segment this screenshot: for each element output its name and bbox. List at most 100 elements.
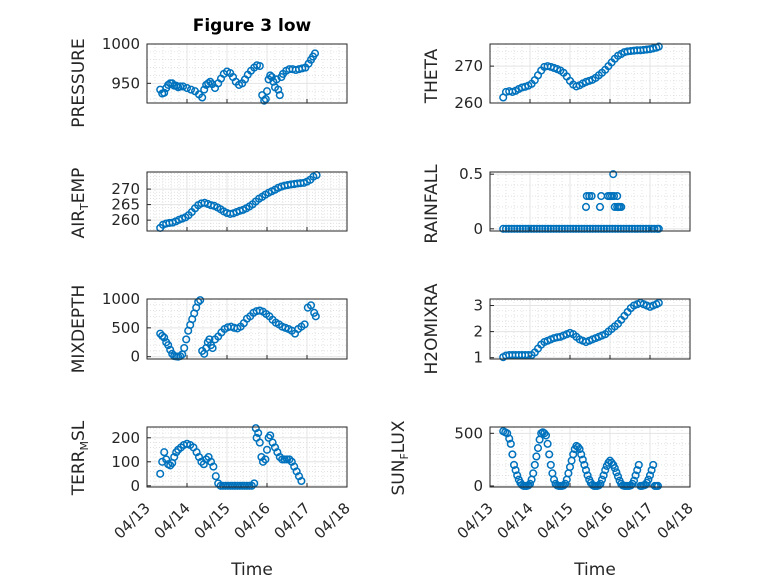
data-point	[541, 431, 551, 440]
data-point	[633, 466, 642, 475]
data-point	[254, 428, 263, 438]
data-point	[569, 450, 578, 459]
x-tick-label: 04/14	[494, 499, 537, 542]
data-point	[575, 445, 584, 454]
data-point	[625, 224, 634, 233]
data-point	[164, 341, 173, 350]
data-point	[594, 481, 603, 490]
data-point	[499, 224, 508, 233]
data-point	[510, 224, 519, 233]
data-point	[298, 64, 307, 73]
data-point	[611, 224, 620, 233]
data-point	[513, 224, 522, 233]
data-point	[521, 224, 530, 233]
data-point	[630, 224, 639, 233]
x-tick-label: 04/17	[271, 499, 314, 542]
data-point	[160, 88, 169, 97]
data-point	[166, 345, 175, 354]
plot-area	[490, 299, 690, 359]
data-point	[609, 170, 618, 179]
data-point	[654, 298, 663, 307]
data-point	[260, 96, 269, 105]
axes-box	[146, 171, 348, 232]
data-point	[507, 224, 516, 233]
data-point	[255, 438, 264, 447]
y-label-terr-msl: TERRMSL	[69, 420, 91, 496]
data-point	[619, 224, 628, 233]
data-point	[571, 224, 581, 233]
data-point	[546, 460, 555, 469]
data-point	[612, 468, 621, 477]
data-point	[262, 445, 272, 454]
data-point	[616, 224, 625, 233]
y-tick-label: 1000	[102, 35, 140, 53]
data-point	[583, 471, 592, 480]
axes-box	[489, 43, 691, 104]
data-point	[261, 95, 270, 104]
data-point	[182, 335, 191, 344]
data-point	[631, 471, 640, 480]
data-point	[578, 455, 587, 464]
y-label-rainfall: RAINFALL	[422, 164, 442, 244]
data-point	[533, 444, 543, 453]
data-point	[178, 82, 188, 91]
data-point	[504, 224, 513, 233]
data-point	[524, 224, 533, 233]
data-point	[266, 71, 275, 80]
x-axis-label-right: Time	[573, 560, 616, 580]
data-point	[170, 452, 179, 462]
data-point	[577, 224, 586, 233]
data-point	[636, 224, 645, 233]
data-point	[613, 472, 623, 481]
data-point	[639, 224, 648, 233]
y-label-pressure: PRESSURE	[69, 38, 89, 127]
plot-area	[147, 299, 347, 359]
data-point	[180, 343, 189, 353]
y-tick-label: 0	[473, 220, 483, 238]
y-tick-label: 950	[111, 74, 140, 92]
data-point	[654, 42, 663, 51]
data-point	[577, 450, 586, 459]
panel-rainfall: 00.5	[459, 165, 691, 238]
data-point	[196, 296, 205, 305]
y-tick-label: 270	[111, 180, 140, 198]
data-point	[608, 224, 617, 233]
y-tick-label: 0	[473, 477, 483, 495]
y-label-sun-flux: SUNFLUX	[389, 420, 411, 495]
y-tick-label: 500	[454, 424, 483, 442]
data-point	[597, 224, 606, 233]
data-point	[634, 460, 643, 469]
data-point	[617, 202, 626, 212]
x-axis-label-left: Time	[230, 560, 273, 580]
data-point	[160, 333, 169, 342]
data-point	[581, 202, 591, 212]
data-point	[647, 466, 656, 475]
y-tick-label: 0.5	[459, 165, 483, 183]
x-tick-label: 04/18	[311, 499, 354, 542]
data-point	[650, 224, 659, 233]
data-point	[511, 466, 520, 475]
data-point	[583, 224, 592, 233]
data-point	[162, 455, 171, 464]
y-tick-label: 1	[473, 349, 483, 367]
data-point	[595, 202, 605, 212]
data-point	[518, 224, 527, 233]
y-label-theta: THETA	[422, 48, 442, 104]
data-point	[613, 224, 623, 233]
data-point	[211, 472, 220, 481]
data-point	[644, 224, 653, 233]
data-point	[585, 191, 594, 201]
data-point	[509, 460, 519, 469]
x-tick-label: 04/16	[231, 499, 274, 542]
data-point	[627, 224, 637, 233]
data-point	[261, 455, 270, 464]
data-point	[182, 84, 192, 93]
data-point	[300, 320, 309, 329]
data-point	[505, 434, 514, 443]
data-point	[529, 469, 538, 478]
data-point	[543, 439, 552, 448]
axes-box	[146, 426, 348, 488]
axes-box	[489, 298, 691, 360]
data-point	[515, 224, 525, 233]
